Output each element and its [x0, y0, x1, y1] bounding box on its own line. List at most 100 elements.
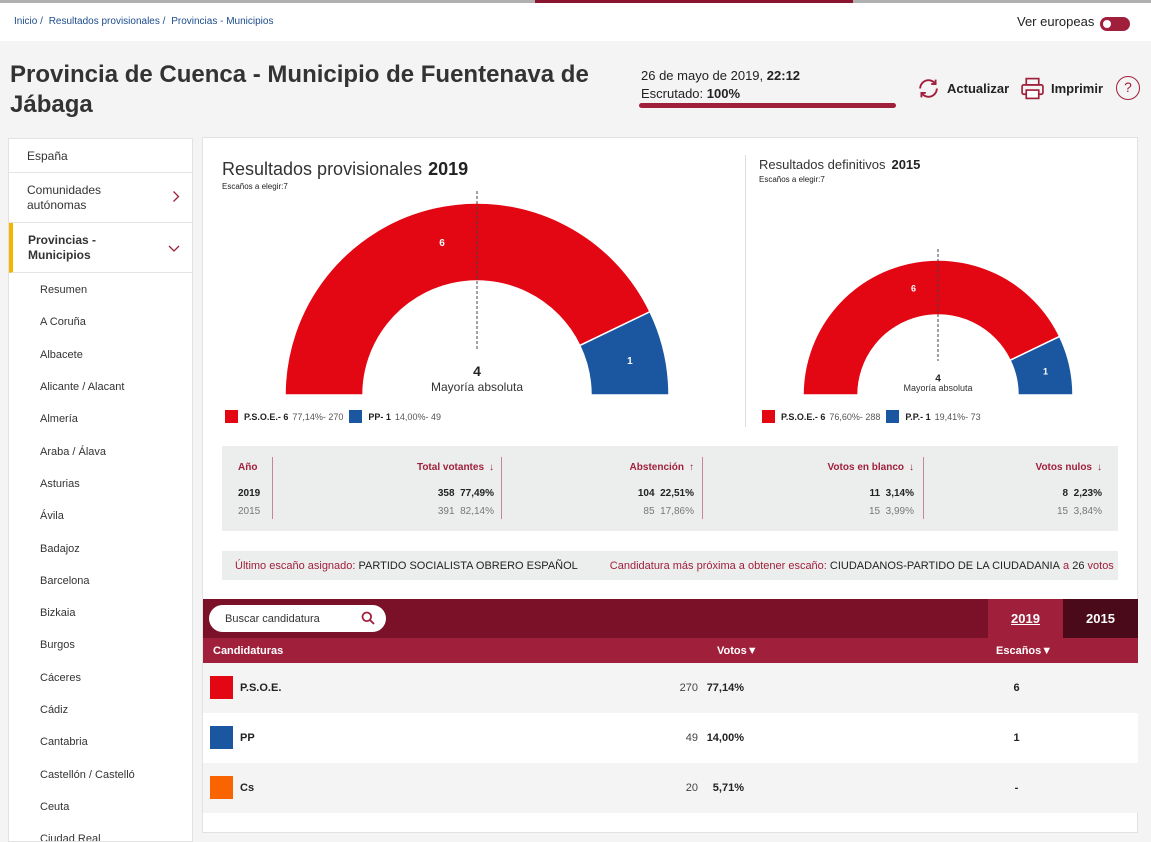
- table-row[interactable]: P.S.O.E. 270 77,14% 6: [203, 663, 1138, 713]
- status-box: 26 de mayo de 2019, 22:12 Escrutado: 100…: [641, 67, 800, 103]
- tab-2019[interactable]: 2019: [988, 599, 1063, 638]
- arrow-down-icon: ↓: [909, 462, 914, 473]
- stats-value: 85: [643, 506, 655, 517]
- stats-percent: 3,14%: [885, 488, 914, 499]
- stats-percent: 82,14%: [460, 506, 494, 517]
- stats-value: 358: [437, 488, 455, 499]
- europeas-toggle-label: Ver europeas: [1017, 14, 1095, 29]
- legend-item-pp: PP- 1 14,00%- 49: [349, 410, 441, 423]
- sidebar-subitem[interactable]: Albacete: [40, 348, 83, 361]
- legend-label: P.S.O.E.- 6: [244, 411, 289, 422]
- sidebar-subitem[interactable]: Bizkaia: [40, 607, 76, 620]
- sidebar-subitem[interactable]: Ceuta: [40, 800, 70, 813]
- legend-detail: 77,14%- 270: [292, 411, 344, 422]
- breadcrumb-provincias[interactable]: Provincias - Municipios: [171, 16, 274, 27]
- col-escanos-sort[interactable]: Escaños▼: [996, 645, 1053, 657]
- hemicycle-segment-pp: [578, 310, 670, 396]
- stats-header-votantes[interactable]: Total votantes ↓: [417, 462, 494, 473]
- stats-header-year: Año: [238, 462, 258, 473]
- print-button[interactable]: Imprimir: [1020, 76, 1103, 101]
- europeas-toggle[interactable]: [1100, 17, 1130, 31]
- party-name: Cs: [240, 782, 255, 794]
- table-row[interactable]: PP 49 14,00% 1: [203, 713, 1138, 763]
- sidebar-subitem[interactable]: Barcelona: [40, 574, 90, 587]
- segment-seat-label: 1: [627, 356, 633, 367]
- sidebar-subitem[interactable]: Badajoz: [40, 542, 80, 555]
- escrutado-value: 100%: [706, 86, 741, 101]
- sidebar-subitem[interactable]: Castellón / Castelló: [40, 768, 135, 781]
- col-votos-sort[interactable]: Votos▼: [717, 645, 758, 657]
- legend-item-psoe: P.S.O.E.- 6 76,60%- 288: [762, 410, 880, 423]
- sidebar-subitem[interactable]: Cantabria: [40, 736, 88, 749]
- sidebar-item-espana[interactable]: España: [9, 139, 192, 173]
- sidebar-subitem[interactable]: Ciudad Real: [40, 833, 101, 842]
- search-placeholder: Buscar candidatura: [225, 613, 320, 625]
- sidebar-subitem[interactable]: Cádiz: [40, 704, 69, 716]
- refresh-button[interactable]: Actualizar: [916, 76, 1009, 101]
- results-column-header: Candidaturas Votos▼ Escaños▼: [203, 638, 1138, 663]
- next-seat-votes: 26: [1072, 559, 1085, 572]
- segment-seat-label: 6: [439, 238, 445, 249]
- party-seats: -: [1014, 782, 1019, 794]
- stats-abstencion-2015: 85 17,86%: [643, 506, 694, 517]
- sidebar-item-comunidades[interactable]: Comunidades autónomas: [9, 173, 192, 223]
- stats-percent: 3,84%: [1073, 506, 1102, 517]
- sidebar-subitem[interactable]: A Coruña: [40, 316, 86, 329]
- sidebar-subitem[interactable]: Almería: [40, 413, 78, 426]
- next-seat-label: Candidatura más próxima a obtener escaño…: [609, 559, 827, 572]
- majority-value: 4: [935, 374, 941, 385]
- hemicycle-segment-psoe: [284, 202, 651, 396]
- sidebar-subitem[interactable]: Cáceres: [40, 671, 81, 684]
- sidebar-subitem[interactable]: Araba / Álava: [40, 445, 107, 458]
- legend-label: PP- 1: [368, 411, 391, 422]
- hemicycle-segment-psoe: [802, 259, 1061, 396]
- next-seat-votes-label: votos: [1087, 559, 1114, 572]
- party-percent: 14,00%: [706, 732, 744, 744]
- legend-detail: 19,41%- 73: [934, 411, 981, 422]
- stats-separator: [702, 457, 703, 519]
- last-seat-value: PARTIDO SOCIALISTA OBRERO ESPAÑOL: [358, 559, 578, 572]
- seat-info-bar: Último escaño asignado: PARTIDO SOCIALIS…: [222, 551, 1118, 580]
- tab-2015[interactable]: 2015: [1063, 599, 1138, 638]
- search-input[interactable]: Buscar candidatura: [209, 605, 386, 632]
- search-icon[interactable]: [361, 611, 375, 628]
- breadcrumb-resultados[interactable]: Resultados provisionales /: [48, 16, 166, 27]
- top-accent-line: [0, 0, 1151, 3]
- segment-seat-label: 1: [1043, 366, 1048, 376]
- legend-detail: 14,00%- 49: [394, 411, 441, 422]
- hemicycle-segment-pp: [1009, 335, 1074, 396]
- stats-value: 104: [637, 488, 655, 499]
- chart-2015-title-text: Resultados definitivos: [759, 157, 886, 172]
- breadcrumb-inicio[interactable]: Inicio /: [14, 16, 43, 27]
- stats-blanco-2015: 15 3,99%: [869, 506, 914, 517]
- next-seat-mid: a: [1063, 559, 1070, 572]
- status-time: 22:12: [766, 68, 801, 83]
- stats-percent: 77,49%: [460, 488, 494, 499]
- stats-header-abstencion[interactable]: Abstención ↑: [630, 462, 694, 473]
- table-row[interactable]: Cs 20 5,71% -: [203, 763, 1138, 813]
- sidebar-item-provincias[interactable]: Provincias - Municipios: [9, 223, 192, 273]
- sidebar-subitem[interactable]: Burgos: [40, 639, 75, 652]
- majority-caption: Mayoría absoluta: [903, 383, 972, 393]
- chart-2019-legend: P.S.O.E.- 6 77,14%- 270 PP- 1 14,00%- 49: [225, 410, 447, 423]
- stats-header-nulos[interactable]: Votos nulos ↓: [1036, 462, 1102, 473]
- sidebar-subitem[interactable]: Alicante / Alacant: [40, 381, 125, 394]
- stats-value: 8: [1062, 488, 1069, 499]
- sidebar-subitem[interactable]: Asturias: [40, 477, 80, 490]
- party-color-swatch: [210, 726, 233, 749]
- party-votes: 49: [685, 732, 698, 744]
- breadcrumb: Inicio / Resultados provisionales / Prov…: [14, 16, 276, 27]
- chart-2015-legend: P.S.O.E.- 6 76,60%- 288 P.P.- 1 19,41%- 73: [762, 410, 987, 423]
- party-percent: 77,14%: [706, 682, 744, 694]
- sidebar-subitem[interactable]: Resumen: [40, 284, 88, 297]
- stats-nulos-2015: 15 3,84%: [1057, 506, 1102, 517]
- sidebar-subitem[interactable]: Ávila: [40, 510, 64, 523]
- sidebar-item-label: Comunidades autónomas: [27, 182, 102, 212]
- segment-seat-label: 6: [911, 284, 916, 294]
- escrutado-progress: [639, 103, 896, 108]
- help-icon[interactable]: ?: [1116, 76, 1140, 100]
- print-label: Imprimir: [1051, 81, 1104, 96]
- stats-percent: 2,23%: [1073, 488, 1102, 499]
- stats-header-blanco[interactable]: Votos en blanco ↓: [828, 462, 915, 473]
